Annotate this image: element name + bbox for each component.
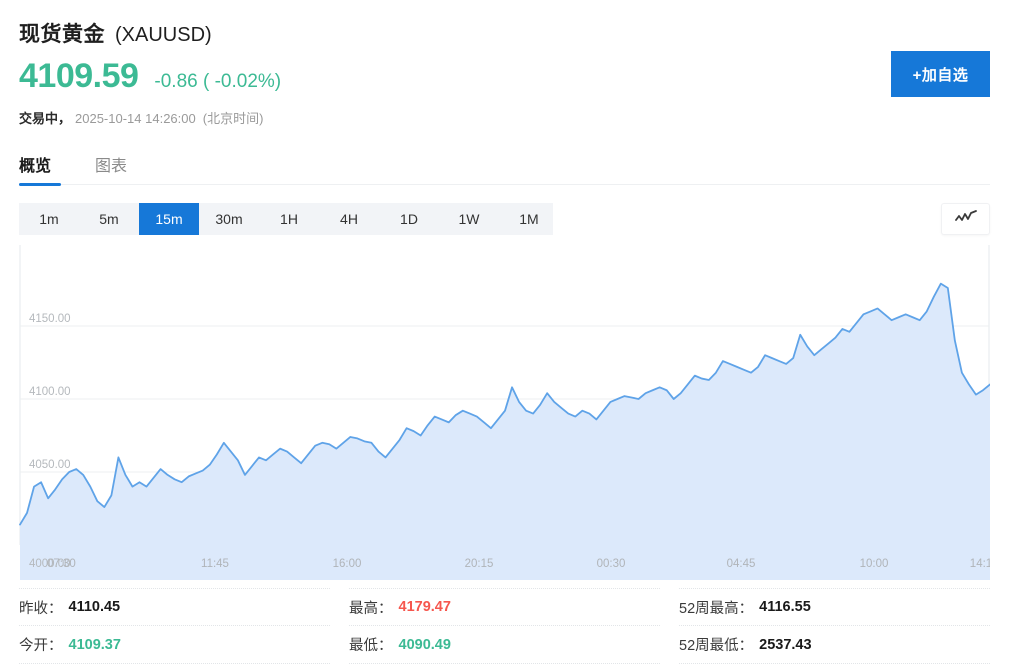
svg-text:10:00: 10:00 [860,558,889,570]
svg-text:4100.00: 4100.00 [29,386,71,398]
stat-value: 4109.37 [68,636,121,653]
stat-label: 最低： [349,638,393,654]
svg-text:16:00: 16:00 [333,558,362,570]
tab-chart[interactable]: 图表 [95,158,128,175]
stat-column: 52周最高： 4116.55 52周最低： 2537.43 [679,588,990,664]
stat-row: 最高： 4179.47 [349,588,660,626]
timeframe-1w[interactable]: 1W [458,211,480,227]
timeframe-1m[interactable]: 1m [39,211,59,227]
stat-column: 最高： 4179.47 最低： 4090.49 [349,588,660,664]
stat-row: 52周最低： 2537.43 [679,626,990,664]
stat-label: 52周最低： [679,638,754,654]
tab-active-indicator [19,183,61,186]
stat-value: 4179.47 [398,599,451,615]
price-line: 4109.59 -0.86 ( -0.02%) [19,57,281,96]
quote-header: 现货黄金 (XAUUSD) 4109.59 -0.86 ( -0.02%) 交易… [0,0,1024,140]
timeframe-30m[interactable]: 30m [215,211,243,227]
quote-timestamp: 2025-10-14 14:26:00 [75,111,196,126]
price-change: -0.86 ( -0.02%) [154,71,282,92]
svg-text:00:30: 00:30 [597,558,626,570]
chart-type-button[interactable] [941,203,990,235]
svg-text:4000.00: 4000.00 [29,558,71,570]
stat-value: 2537.43 [759,636,812,653]
stat-label: 最高： [349,600,393,617]
stat-value: 4116.55 [759,599,811,615]
tab-overview[interactable]: 概览 [19,158,52,175]
timeframe-4h[interactable]: 4H [340,211,358,227]
stat-column: 昨收： 4110.45 今开： 4109.37 [19,588,330,664]
svg-text:07:30: 07:30 [47,558,76,570]
stat-label: 52周最高： [679,600,754,617]
svg-text:11:45: 11:45 [201,558,229,570]
svg-text:04:45: 04:45 [727,558,756,570]
timeframe-5m[interactable]: 5m [99,211,119,227]
symbol-name: 现货黄金 [19,23,105,46]
timeframe-1d[interactable]: 1D [400,211,418,227]
stat-value: 4110.45 [68,599,121,615]
timeframe-selector[interactable]: 1m 5m 15m 30m 1H 4H 1D 1W 1M [19,203,553,235]
symbol-code: (XAUUSD) [115,24,212,46]
stat-row: 最低： 4090.49 [349,626,660,664]
quote-statistics: 昨收： 4110.45 今开： 4109.37 最高： 4179.47 最低： 4090.49… [19,588,990,672]
timeframe-1m[interactable]: 1M [519,211,539,227]
tab-divider [19,184,990,185]
line-chart-icon [954,209,977,229]
stat-label: 昨收： [19,600,63,617]
timezone-label: (北京时间) [202,111,264,126]
svg-text:4150.00: 4150.00 [29,313,71,325]
svg-text:20:15: 20:15 [465,558,494,570]
stat-label: 今开： [19,638,63,654]
stat-value: 4090.49 [398,636,451,653]
stat-row: 今开： 4109.37 [19,626,330,664]
tab-bar: 概览 图表 [0,152,1024,188]
svg-text:14:1: 14:1 [970,558,990,570]
current-price: 4109.59 [19,57,139,95]
status-line: 交易中， 2025-10-14 14:26:00 (北京时间) [19,108,263,127]
stat-row: 52周最高： 4116.55 [679,588,990,626]
symbol-line: 现货黄金 (XAUUSD) [19,18,212,48]
timeframe-1h[interactable]: 1H [280,211,298,227]
timeframe-15m[interactable]: 15m [139,203,199,235]
svg-text:4050.00: 4050.00 [29,459,71,471]
stat-row: 昨收： 4110.45 [19,588,330,626]
market-status: 交易中， [19,111,72,126]
add-to-watchlist-button[interactable]: +加自选 [891,51,990,97]
